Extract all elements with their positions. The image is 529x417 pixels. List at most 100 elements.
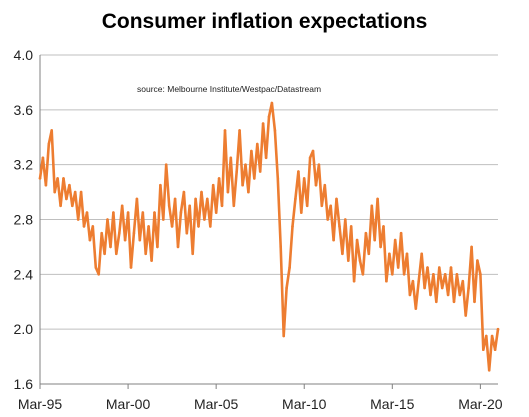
data-point <box>94 266 98 269</box>
data-point <box>200 190 203 194</box>
data-point <box>65 197 68 201</box>
data-point <box>153 211 156 214</box>
data-point <box>373 238 377 242</box>
y-tick-label: 3.2 <box>14 157 34 173</box>
data-point <box>135 197 139 201</box>
data-point <box>144 252 147 256</box>
data-point <box>396 266 400 269</box>
data-point <box>229 156 233 160</box>
data-point <box>253 177 256 180</box>
data-point <box>449 266 453 269</box>
data-point <box>261 122 265 125</box>
source-annotation: source: Melbourne Institute/Westpac/Data… <box>137 84 321 94</box>
data-point <box>438 266 441 269</box>
data-point <box>417 279 421 283</box>
data-point <box>156 245 159 249</box>
y-axis-ticks: 1.6 2.0 2.4 2.8 3.2 3.6 4.0 <box>14 47 34 392</box>
y-tick-label: 2.0 <box>14 321 34 337</box>
x-tick-label: Mar-20 <box>458 396 503 412</box>
data-point <box>118 231 121 235</box>
data-point <box>115 252 118 256</box>
data-point <box>170 225 174 228</box>
data-point <box>147 225 150 228</box>
data-point <box>423 286 426 290</box>
data-point <box>255 142 259 146</box>
data-point <box>88 238 92 242</box>
data-point <box>405 252 409 256</box>
data-point <box>273 129 277 132</box>
data-point <box>182 190 186 194</box>
data-point <box>376 197 379 201</box>
data-point <box>211 183 215 187</box>
data-point <box>214 211 218 214</box>
data-point <box>138 238 142 242</box>
data-point <box>41 156 45 160</box>
data-point <box>393 238 397 242</box>
data-point <box>109 245 112 249</box>
data-point <box>270 101 274 105</box>
data-point <box>85 211 89 214</box>
y-tick-label: 2.4 <box>14 266 34 282</box>
data-point <box>458 293 462 297</box>
data-point <box>338 225 341 228</box>
data-point <box>223 129 227 132</box>
data-point <box>141 211 145 214</box>
data-point <box>288 266 291 269</box>
data-point <box>264 156 268 160</box>
data-point <box>432 273 435 276</box>
data-point <box>461 279 465 283</box>
data-point <box>238 129 241 132</box>
data-point <box>129 266 133 269</box>
data-point <box>179 211 183 214</box>
data-point <box>446 293 450 297</box>
data-point <box>358 259 362 262</box>
data-point <box>414 307 418 310</box>
data-point <box>185 231 189 235</box>
data-point <box>429 293 432 297</box>
data-point <box>411 279 415 283</box>
data-point <box>258 170 262 173</box>
data-point <box>50 129 53 132</box>
data-point <box>220 204 224 208</box>
y-tick-label: 1.6 <box>14 376 34 392</box>
data-point <box>232 204 236 208</box>
x-tick-label: Mar-95 <box>18 396 63 412</box>
data-point <box>335 197 338 201</box>
data-point <box>203 218 206 221</box>
axes <box>39 55 498 385</box>
x-axis-ticks: Mar-95 Mar-00 Mar-05 Mar-10 Mar-15 Mar-20 <box>18 384 503 412</box>
data-point <box>173 197 177 201</box>
data-point <box>479 273 482 276</box>
data-point <box>399 231 403 235</box>
data-point <box>250 149 253 153</box>
data-point <box>123 238 127 242</box>
data-point <box>482 348 485 352</box>
data-point <box>194 197 197 201</box>
data-point <box>38 177 42 180</box>
data-point <box>56 177 59 180</box>
data-point <box>382 225 385 228</box>
series-line <box>38 101 500 372</box>
data-point <box>470 245 473 249</box>
data-point <box>73 190 77 194</box>
data-point <box>305 204 309 208</box>
data-point <box>452 300 456 304</box>
data-point <box>71 204 74 208</box>
data-point <box>473 300 476 304</box>
data-point <box>347 259 350 262</box>
data-point <box>106 218 109 221</box>
data-point <box>300 211 303 214</box>
data-point <box>159 183 162 187</box>
data-point <box>241 183 244 187</box>
data-point <box>82 225 86 228</box>
data-point <box>323 183 327 187</box>
data-point <box>329 204 333 208</box>
data-point <box>297 170 300 173</box>
data-point <box>68 183 71 187</box>
data-point <box>209 225 212 228</box>
data-point <box>176 245 180 249</box>
data-point <box>317 163 321 166</box>
data-point <box>314 183 318 187</box>
data-point <box>279 245 283 249</box>
data-point <box>226 190 230 194</box>
